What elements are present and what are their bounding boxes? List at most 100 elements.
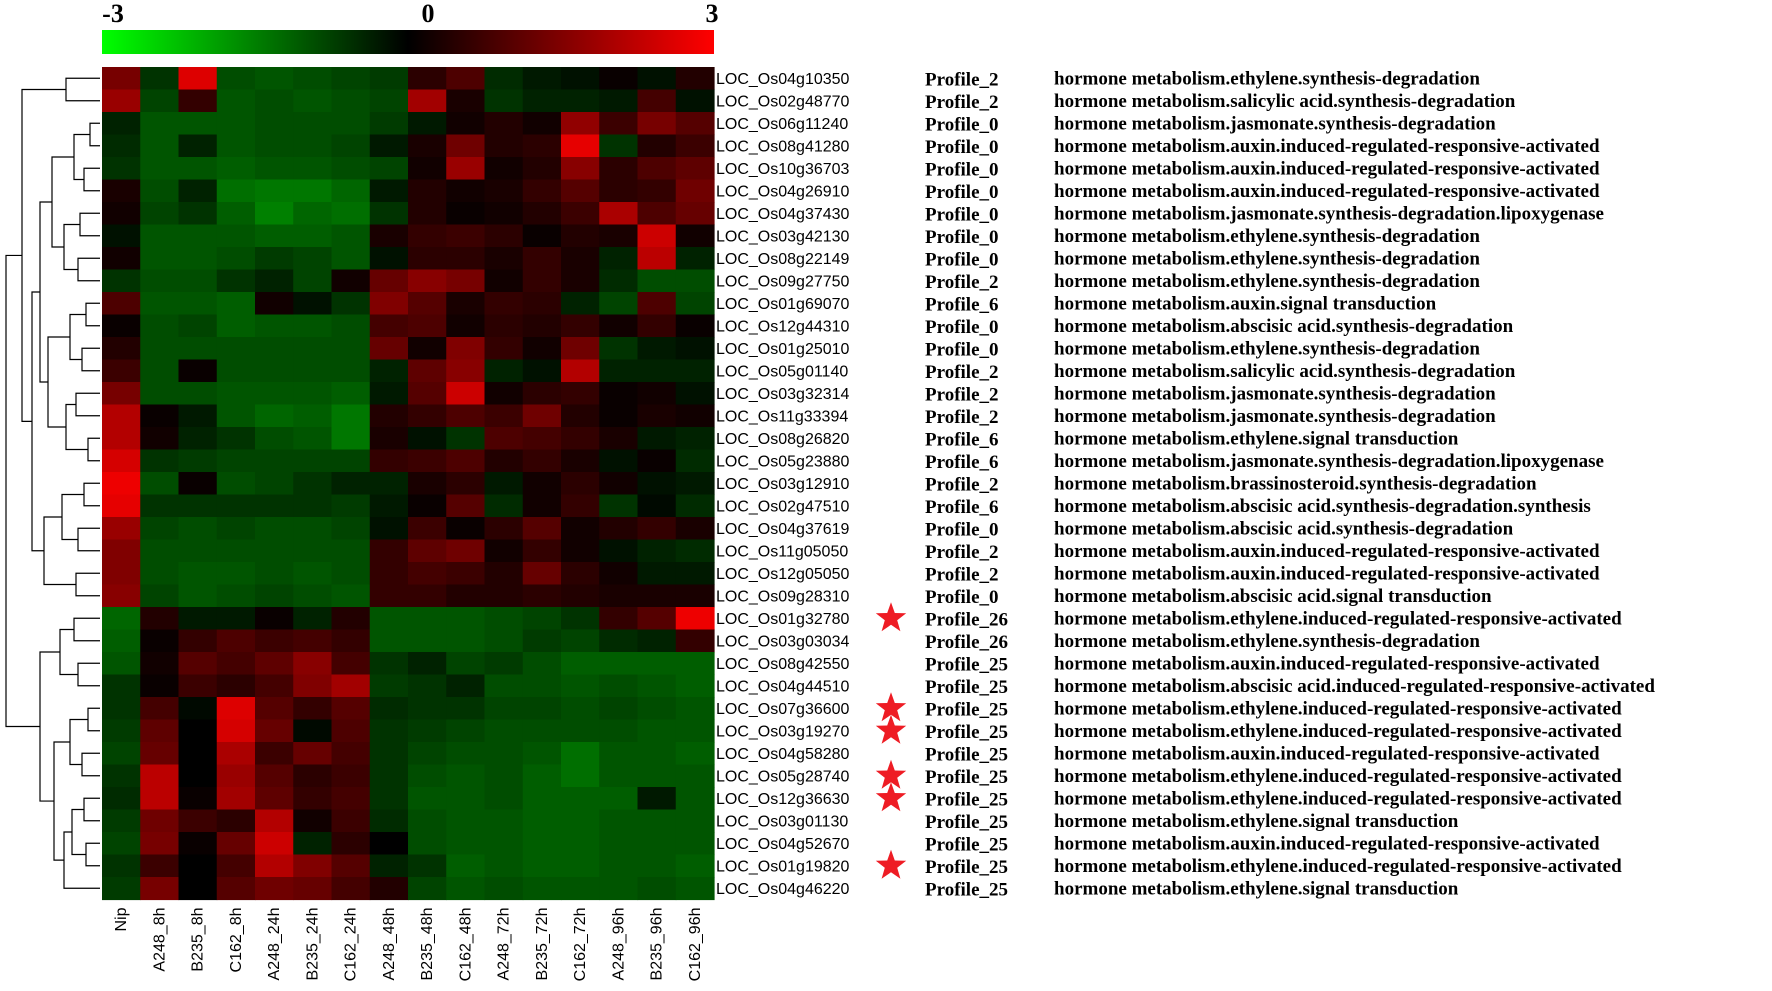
heatmap-cell [178, 202, 218, 226]
heatmap-cell [102, 224, 141, 248]
heatmap-cell [216, 809, 256, 833]
profile-label: Profile_0 [925, 587, 999, 608]
description-label: hormone metabolism.brassinosteroid.synth… [1054, 473, 1537, 494]
heatmap-cell [102, 134, 141, 158]
description-label: hormone metabolism.jasmonate.synthesis-d… [1054, 113, 1496, 134]
heatmap-cell [637, 472, 677, 496]
description-label: hormone metabolism.ethylene.signal trans… [1054, 878, 1459, 899]
heatmap-cell [102, 359, 141, 383]
heatmap-cell [369, 449, 409, 473]
heatmap-cell [484, 292, 524, 316]
heatmap-cell [484, 494, 524, 518]
heatmap-cell [522, 449, 562, 473]
heatmap-cell [178, 337, 218, 361]
description-label: hormone metabolism.ethylene.synthesis-de… [1054, 226, 1480, 247]
heatmap-cell [637, 674, 677, 698]
gene-label: LOC_Os05g28740 [716, 768, 850, 785]
heatmap-cell [331, 89, 371, 113]
heatmap-cell [675, 89, 715, 113]
profile-label: Profile_2 [925, 69, 999, 90]
heatmap-cell [140, 247, 180, 271]
heatmap-cell [216, 449, 256, 473]
heatmap-cell [331, 112, 371, 136]
heatmap-cell [522, 787, 562, 811]
heatmap-cell [140, 224, 180, 248]
heatmap-cell [369, 877, 409, 901]
heatmap-cell [178, 134, 218, 158]
heatmap-cell [255, 427, 294, 451]
heatmap-cell [484, 584, 524, 608]
heatmap-cell [255, 742, 294, 766]
heatmap-cell [369, 247, 409, 271]
heatmap-cell [255, 314, 294, 338]
heatmap-cell [255, 764, 294, 788]
heatmap-cell [522, 382, 562, 406]
heatmap-cell [140, 292, 180, 316]
heatmap-cell [446, 494, 486, 518]
heatmap-cell [102, 472, 141, 496]
heatmap-cell [216, 539, 256, 563]
heatmap-cell [102, 742, 141, 766]
dendrogram-branch [85, 302, 100, 327]
heatmap-cell [331, 134, 371, 158]
heatmap-cell [637, 809, 677, 833]
color-scale-min-label: -3 [102, 0, 124, 28]
heatmap-cell [484, 854, 524, 878]
heatmap-cell [446, 404, 486, 428]
heatmap-cell [408, 427, 447, 451]
heatmap-cell [522, 809, 562, 833]
heatmap-cell [178, 629, 218, 653]
heatmap-cell [408, 787, 447, 811]
dendrogram-branch [79, 212, 100, 237]
heatmap-cell [293, 494, 333, 518]
dendrogram-branch [65, 77, 100, 102]
heatmap-cell [408, 224, 447, 248]
column-label: A248_8h [151, 908, 168, 972]
gene-label: LOC_Os03g42130 [716, 228, 850, 245]
description-label: hormone metabolism.ethylene.induced-regu… [1054, 856, 1622, 877]
heatmap-cell [408, 157, 447, 181]
heatmap-cell [369, 697, 409, 721]
heatmap-cell [446, 292, 486, 316]
heatmap-cell [561, 337, 600, 361]
dendrogram-branch [77, 662, 100, 687]
heatmap-cell [331, 179, 371, 203]
heatmap-cell [102, 719, 141, 743]
heatmap-cell [102, 697, 141, 721]
profile-label: Profile_6 [925, 429, 999, 450]
heatmap-cell [408, 629, 447, 653]
heatmap-cell [255, 652, 294, 676]
column-label: A248_96h [610, 908, 627, 981]
heatmap-cell [484, 157, 524, 181]
heatmap-cell [293, 517, 333, 541]
heatmap-cell [331, 247, 371, 271]
heatmap-cell [522, 697, 562, 721]
heatmap-cell [599, 584, 639, 608]
heatmap-cell [675, 269, 715, 293]
heatmap-cell [140, 607, 180, 631]
heatmap-cell [637, 697, 677, 721]
heatmap-cell [216, 269, 256, 293]
heatmap-cell [140, 67, 180, 91]
heatmap-cell [484, 764, 524, 788]
heatmap-cell [140, 202, 180, 226]
heatmap-cell [446, 449, 486, 473]
column-label: B235_48h [419, 908, 436, 981]
heatmap-cell [522, 89, 562, 113]
heatmap-cell [561, 472, 600, 496]
heatmap-cell [255, 517, 294, 541]
heatmap-cell [408, 449, 447, 473]
heatmap-cell [369, 787, 409, 811]
heatmap-cell [599, 697, 639, 721]
dendrogram-branch [81, 752, 100, 777]
heatmap-cell [484, 742, 524, 766]
heatmap-cell [599, 112, 639, 136]
heatmap-cell [178, 89, 218, 113]
heatmap-cell [255, 584, 294, 608]
heatmap-cell [369, 674, 409, 698]
profile-label: Profile_25 [925, 857, 1008, 878]
description-label: hormone metabolism.ethylene.induced-regu… [1054, 788, 1622, 809]
heatmap-cell [561, 517, 600, 541]
heatmap-cell [637, 607, 677, 631]
heatmap-cell [331, 629, 371, 653]
